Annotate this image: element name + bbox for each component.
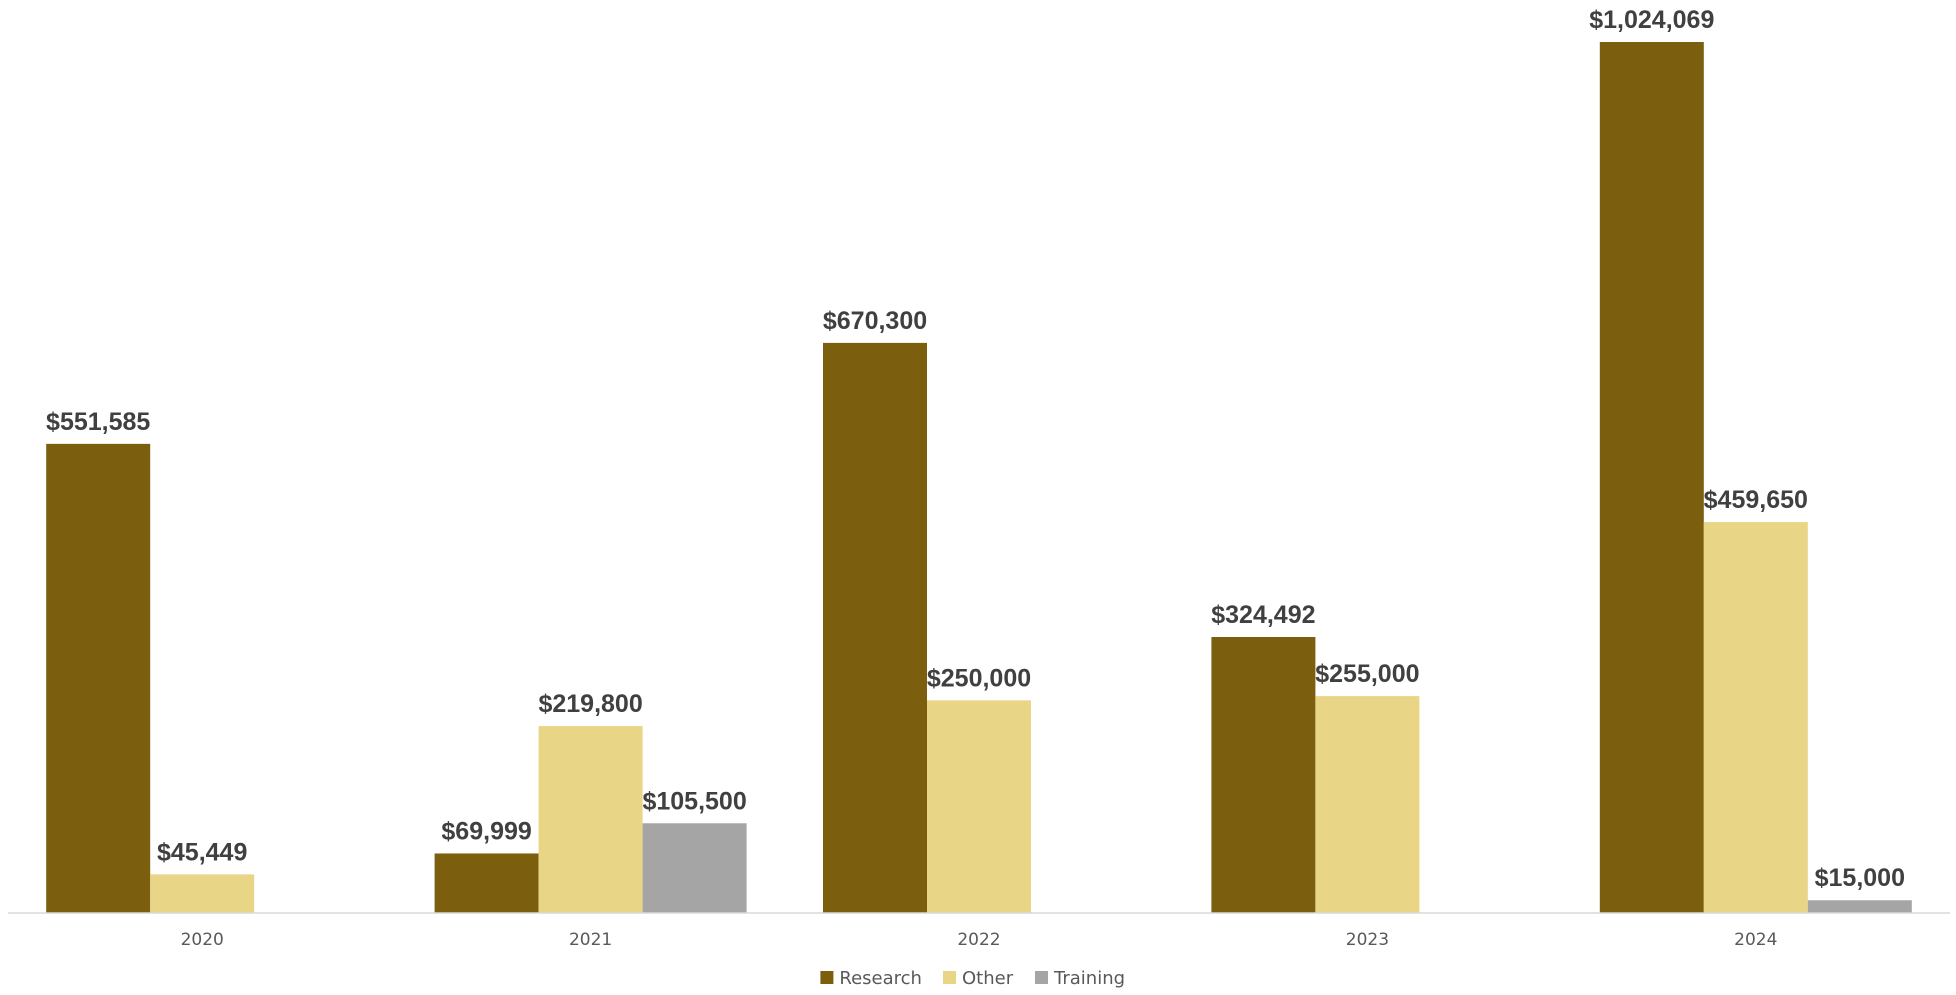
data-label-training-2024: $15,000 — [1815, 864, 1905, 892]
legend: Research Other Training — [820, 968, 1125, 989]
bar-training-2024 — [1807, 900, 1912, 913]
legend-label-training: Training — [1053, 968, 1125, 989]
data-label-other-2022: $250,000 — [927, 664, 1031, 692]
data-label-research-2022: $670,300 — [823, 307, 927, 335]
legend-label-other: Other — [962, 968, 1014, 989]
data-label-research-2020: $551,585 — [46, 408, 150, 436]
data-labels-layer: $551,585 $45,449 $69,999 $219,800 $105,500 $6… — [46, 6, 1905, 892]
bar-other-2021 — [538, 726, 643, 913]
x-axis-tick-labels: 2020 2021 2022 2023 2024 — [181, 930, 1778, 950]
bar-other-2022 — [927, 700, 1031, 913]
data-label-research-2024: $1,024,069 — [1589, 6, 1714, 34]
x-tick-label-2023: 2023 — [1346, 930, 1389, 950]
data-label-other-2024: $459,650 — [1704, 486, 1808, 514]
data-label-other-2023: $255,000 — [1315, 660, 1419, 688]
legend-label-research: Research — [839, 968, 922, 989]
legend-swatch-training — [1035, 971, 1048, 984]
x-tick-label-2020: 2020 — [181, 930, 224, 950]
data-label-research-2023: $324,492 — [1211, 601, 1315, 629]
x-tick-label-2024: 2024 — [1734, 930, 1777, 950]
data-label-research-2021: $69,999 — [441, 817, 531, 845]
bar-research-2021 — [434, 853, 539, 913]
bar-other-2020 — [150, 874, 255, 913]
bar-training-2021 — [642, 823, 747, 913]
bar-other-2024 — [1703, 522, 1808, 913]
x-tick-label-2021: 2021 — [569, 930, 612, 950]
bar-other-2023 — [1315, 696, 1420, 913]
data-label-other-2021: $219,800 — [538, 690, 642, 718]
bars-layer — [46, 42, 1912, 914]
bar-research-2024 — [1599, 42, 1704, 913]
data-label-training-2021: $105,500 — [642, 787, 746, 815]
bar-research-2022 — [823, 342, 927, 914]
legend-swatch-research — [820, 971, 834, 984]
x-tick-label-2022: 2022 — [957, 930, 1000, 950]
data-label-other-2020: $45,449 — [157, 838, 247, 866]
legend-swatch-other — [943, 971, 956, 984]
bar-research-2020 — [46, 443, 151, 913]
bar-research-2023 — [1211, 637, 1316, 913]
